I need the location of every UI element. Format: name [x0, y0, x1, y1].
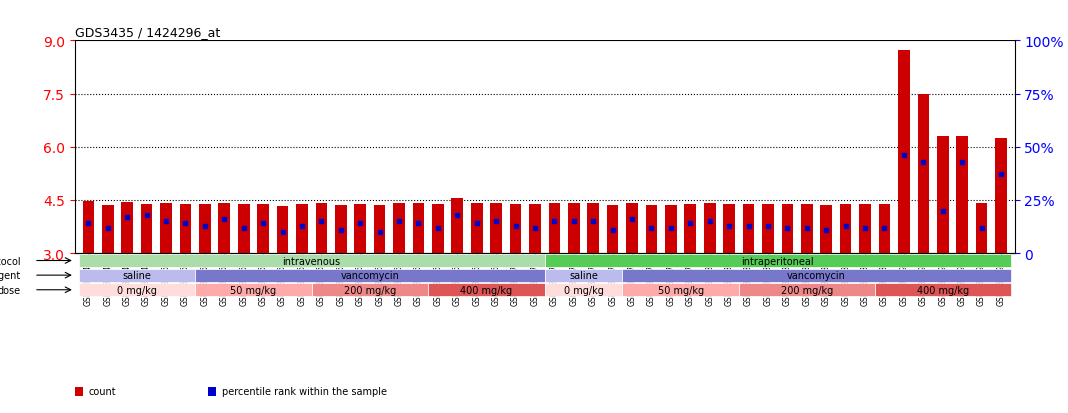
FancyBboxPatch shape — [79, 254, 545, 268]
Bar — [374, 206, 386, 254]
FancyBboxPatch shape — [195, 269, 545, 282]
Bar — [355, 204, 366, 254]
Bar — [529, 205, 540, 254]
Bar — [141, 205, 153, 254]
Bar — [801, 205, 813, 254]
Text: 400 mg/kg: 400 mg/kg — [916, 285, 969, 295]
Bar — [75, 387, 83, 396]
Bar — [509, 204, 521, 254]
Bar — [296, 205, 308, 254]
Text: GDS3435 / 1424296_at: GDS3435 / 1424296_at — [75, 26, 220, 39]
FancyBboxPatch shape — [545, 254, 1010, 268]
Bar — [471, 203, 483, 254]
Bar — [956, 137, 968, 254]
Text: saline: saline — [123, 271, 152, 280]
FancyBboxPatch shape — [739, 283, 875, 297]
FancyBboxPatch shape — [79, 269, 195, 282]
Bar — [665, 205, 677, 254]
Bar — [122, 202, 134, 254]
Text: agent: agent — [0, 271, 20, 280]
Text: 200 mg/kg: 200 mg/kg — [344, 285, 396, 295]
Bar — [160, 203, 172, 254]
FancyBboxPatch shape — [195, 283, 312, 297]
Bar — [917, 94, 929, 254]
Bar — [704, 203, 716, 254]
Bar — [412, 203, 424, 254]
Bar — [646, 205, 657, 254]
Text: dose: dose — [0, 285, 20, 295]
Text: 0 mg/kg: 0 mg/kg — [564, 285, 603, 295]
Bar — [199, 205, 210, 254]
Bar — [587, 203, 599, 254]
Bar — [839, 204, 851, 254]
Bar — [208, 387, 217, 396]
Bar — [685, 205, 696, 254]
Text: 50 mg/kg: 50 mg/kg — [231, 285, 277, 295]
FancyBboxPatch shape — [312, 283, 428, 297]
FancyBboxPatch shape — [623, 283, 739, 297]
Bar — [101, 205, 113, 254]
Bar — [257, 204, 269, 254]
Bar — [433, 205, 443, 254]
Bar — [179, 204, 191, 254]
Bar — [976, 203, 988, 254]
Bar — [898, 51, 910, 254]
Bar — [335, 205, 347, 254]
Bar — [490, 203, 502, 254]
Text: saline: saline — [569, 271, 598, 280]
Text: protocol: protocol — [0, 256, 20, 266]
Bar — [549, 203, 561, 254]
Bar — [782, 205, 794, 254]
Text: intraperitoneal: intraperitoneal — [741, 256, 814, 266]
Bar — [238, 205, 250, 254]
Bar — [723, 205, 735, 254]
Bar — [607, 205, 618, 254]
Text: count: count — [89, 387, 115, 396]
Bar — [315, 203, 327, 254]
Bar — [277, 207, 288, 254]
Text: percentile rank within the sample: percentile rank within the sample — [222, 387, 387, 396]
Bar — [626, 203, 638, 254]
Text: intravenous: intravenous — [283, 256, 341, 266]
Bar — [568, 203, 580, 254]
Bar — [742, 205, 754, 254]
Bar — [82, 201, 94, 254]
Bar — [879, 205, 891, 254]
Bar — [820, 205, 832, 254]
Bar — [763, 204, 774, 254]
Bar — [995, 139, 1007, 254]
Bar — [860, 205, 870, 254]
Text: vancomycin: vancomycin — [341, 271, 399, 280]
Text: 50 mg/kg: 50 mg/kg — [658, 285, 704, 295]
Text: vancomycin: vancomycin — [787, 271, 846, 280]
FancyBboxPatch shape — [428, 283, 545, 297]
FancyBboxPatch shape — [545, 283, 623, 297]
Bar — [937, 137, 948, 254]
FancyBboxPatch shape — [79, 283, 195, 297]
Bar — [393, 203, 405, 254]
FancyBboxPatch shape — [545, 269, 623, 282]
Bar — [219, 203, 230, 254]
FancyBboxPatch shape — [623, 269, 1010, 282]
FancyBboxPatch shape — [875, 283, 1010, 297]
Bar — [452, 198, 464, 254]
Text: 400 mg/kg: 400 mg/kg — [460, 285, 513, 295]
Text: 0 mg/kg: 0 mg/kg — [117, 285, 157, 295]
Text: 200 mg/kg: 200 mg/kg — [781, 285, 833, 295]
